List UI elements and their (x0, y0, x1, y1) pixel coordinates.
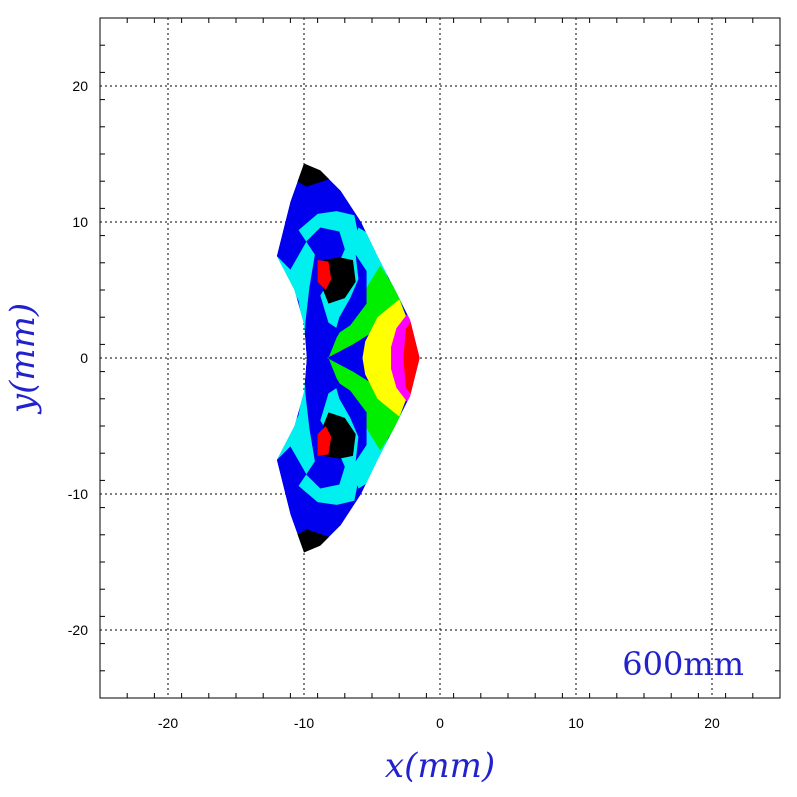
grid-lines (100, 18, 780, 698)
y-axis-title: y(mm) (3, 303, 43, 415)
distance-annotation: 600mm (622, 645, 744, 683)
tick-labels: -20 -10 0 10 20 -20 -10 0 10 20 (68, 78, 720, 731)
region-blue (333, 379, 367, 462)
x-tick-label: -20 (158, 715, 178, 731)
y-tick-label: -20 (68, 622, 88, 638)
x-axis-title: x(mm) (385, 746, 495, 786)
x-tick-label: 20 (704, 715, 720, 731)
region-black (323, 257, 356, 304)
y-tick-label: 20 (72, 78, 88, 94)
crescent-beam-spot (276, 163, 420, 553)
region-red (317, 260, 332, 290)
x-tick-label: -10 (294, 715, 314, 731)
plot-frame (99, 17, 781, 699)
y-tick-label: 10 (72, 214, 88, 230)
region-black (323, 412, 356, 459)
region-red (317, 426, 332, 456)
x-tick-label: 0 (436, 715, 444, 731)
y-tick-label: 0 (80, 350, 88, 366)
tick-marks (99, 17, 781, 699)
x-tick-label: 10 (568, 715, 584, 731)
region-blue (333, 254, 367, 337)
y-tick-label: -10 (68, 486, 88, 502)
intensity-map (276, 163, 420, 553)
region-red (403, 310, 420, 406)
